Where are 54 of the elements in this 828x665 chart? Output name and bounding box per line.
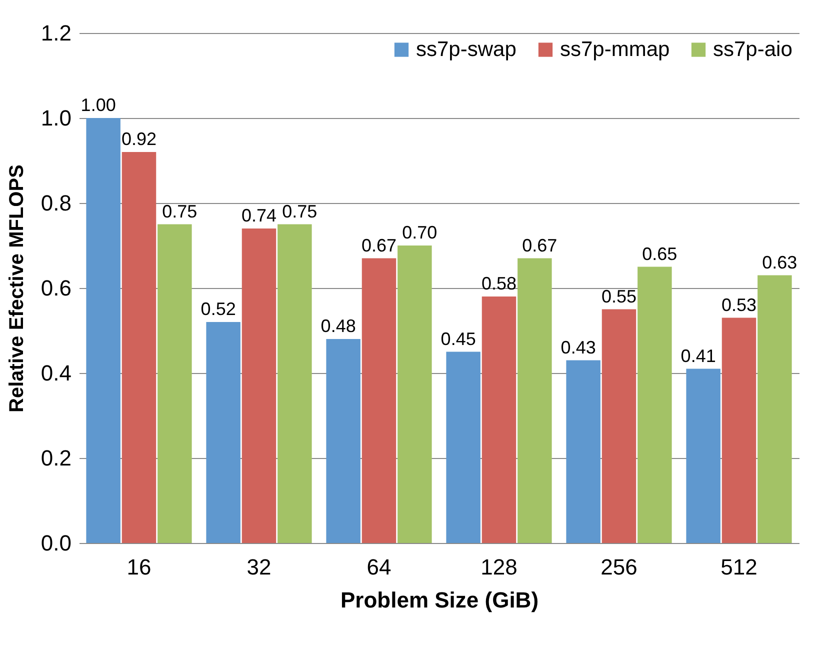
bar bbox=[722, 318, 756, 543]
bar bbox=[86, 118, 120, 543]
data-label: 0.41 bbox=[680, 346, 716, 366]
data-label: 0.63 bbox=[762, 252, 798, 272]
bar bbox=[602, 309, 636, 543]
bar bbox=[278, 224, 312, 543]
bar bbox=[482, 296, 516, 543]
x-axis-title: Problem Size (GiB) bbox=[340, 588, 539, 612]
bar bbox=[758, 275, 792, 543]
data-label: 0.53 bbox=[721, 294, 757, 315]
data-label: 0.75 bbox=[282, 201, 318, 222]
y-tick-label: 0.2 bbox=[40, 446, 72, 470]
data-label: 0.43 bbox=[560, 337, 596, 358]
bar bbox=[398, 246, 432, 543]
y-tick-label: 0.0 bbox=[40, 530, 72, 556]
x-tick-label: 32 bbox=[246, 554, 272, 580]
bar bbox=[242, 228, 276, 543]
bar bbox=[326, 339, 360, 543]
bar bbox=[566, 360, 600, 543]
y-axis-title: Relative Efective MFLOPS bbox=[6, 164, 28, 412]
legend-label: ss7p-swap bbox=[416, 38, 516, 61]
y-tick-label: 0.8 bbox=[40, 190, 72, 216]
y-tick-label: 0.4 bbox=[40, 360, 72, 386]
data-label: 0.74 bbox=[241, 206, 277, 226]
data-label: 0.92 bbox=[121, 129, 157, 149]
data-label: 0.67 bbox=[522, 235, 558, 256]
bar bbox=[206, 322, 240, 543]
legend-label: ss7p-aio bbox=[713, 38, 792, 61]
x-tick-label: 256 bbox=[600, 554, 638, 580]
x-tick-label: 128 bbox=[480, 554, 518, 580]
data-label: 0.58 bbox=[481, 274, 517, 294]
legend-label: ss7p-mmap bbox=[560, 38, 670, 61]
data-label: 0.67 bbox=[361, 235, 397, 256]
bar bbox=[158, 224, 192, 543]
x-tick-label: 512 bbox=[720, 554, 758, 580]
y-tick-label: 1.0 bbox=[40, 106, 72, 130]
data-label: 0.55 bbox=[601, 286, 637, 306]
bar bbox=[446, 352, 480, 543]
data-label: 0.65 bbox=[642, 244, 678, 264]
x-tick-label: 16 bbox=[126, 554, 152, 580]
data-label: 0.75 bbox=[162, 201, 198, 222]
data-label: 0.48 bbox=[320, 316, 356, 336]
x-tick-label: 64 bbox=[366, 554, 392, 580]
data-label: 0.45 bbox=[440, 328, 476, 349]
data-label: 0.52 bbox=[200, 299, 236, 319]
bar bbox=[518, 258, 552, 543]
y-tick-label: 0.6 bbox=[40, 276, 72, 300]
bar bbox=[686, 368, 720, 543]
bar bbox=[362, 258, 396, 543]
data-label: 0.70 bbox=[402, 222, 438, 242]
bar bbox=[122, 152, 156, 543]
y-tick-label: 1.2 bbox=[40, 20, 72, 46]
data-label: 1.00 bbox=[80, 95, 116, 115]
bar bbox=[638, 266, 672, 543]
